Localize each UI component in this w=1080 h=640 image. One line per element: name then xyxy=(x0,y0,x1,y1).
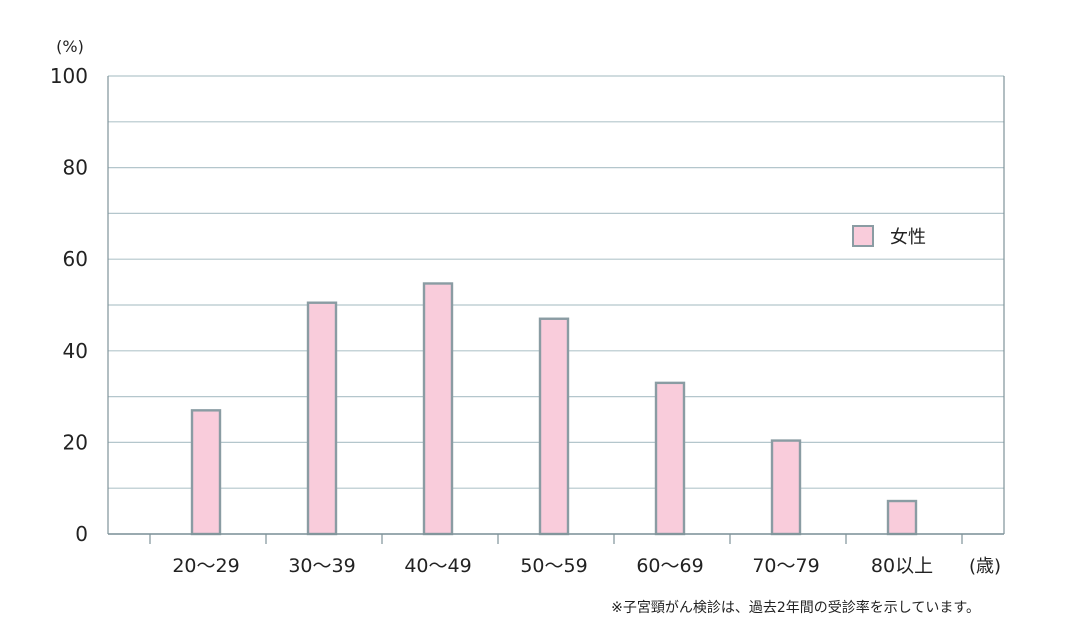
x-tick-label: 60〜69 xyxy=(636,555,703,577)
bar-20〜29 xyxy=(190,409,222,536)
axes xyxy=(107,76,1005,544)
y-axis-unit-label: (%) xyxy=(56,37,84,56)
legend-label: 女性 xyxy=(890,227,926,248)
x-tick-label: 30〜39 xyxy=(288,555,355,577)
bar-30〜39 xyxy=(306,301,338,536)
legend-swatch-女性 xyxy=(852,225,874,247)
x-tick-label: 20〜29 xyxy=(172,555,239,577)
bar-80以上 xyxy=(886,499,918,536)
y-tick-label: 80 xyxy=(63,156,88,180)
x-axis-unit-label: (歳) xyxy=(969,556,1001,577)
labels: (%) (歳) ※子宮頸がん検診は、過去2年間の受診率を示しています。 0 20 4… xyxy=(50,37,1001,616)
bar-40〜49 xyxy=(422,282,454,536)
y-tick-label: 0 xyxy=(75,522,88,546)
x-tick-label: 50〜59 xyxy=(520,555,587,577)
y-tick-label: 60 xyxy=(63,247,88,271)
y-tick-label: 40 xyxy=(63,339,88,363)
bars xyxy=(190,282,918,536)
x-tick-label: 40〜49 xyxy=(404,555,471,577)
bar-70〜79 xyxy=(770,439,802,536)
x-tick-label: 80以上 xyxy=(871,555,933,577)
footnote: ※子宮頸がん検診は、過去2年間の受診率を示しています。 xyxy=(611,599,980,616)
legend: 女性 xyxy=(852,225,926,248)
bar-50〜59 xyxy=(538,317,570,536)
y-tick-label: 100 xyxy=(50,64,88,88)
bar-60〜69 xyxy=(654,381,686,536)
y-tick-label: 20 xyxy=(63,430,88,454)
x-tick-label: 70〜79 xyxy=(752,555,819,577)
